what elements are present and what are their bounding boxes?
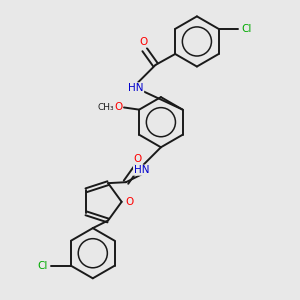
- Text: Cl: Cl: [242, 24, 252, 34]
- Text: O: O: [125, 197, 134, 207]
- Text: Cl: Cl: [38, 261, 48, 271]
- Text: O: O: [140, 37, 148, 47]
- Text: HN: HN: [134, 165, 149, 175]
- Text: CH₃: CH₃: [97, 103, 114, 112]
- Text: HN: HN: [128, 83, 144, 93]
- Text: O: O: [114, 103, 123, 112]
- Text: O: O: [134, 154, 142, 164]
